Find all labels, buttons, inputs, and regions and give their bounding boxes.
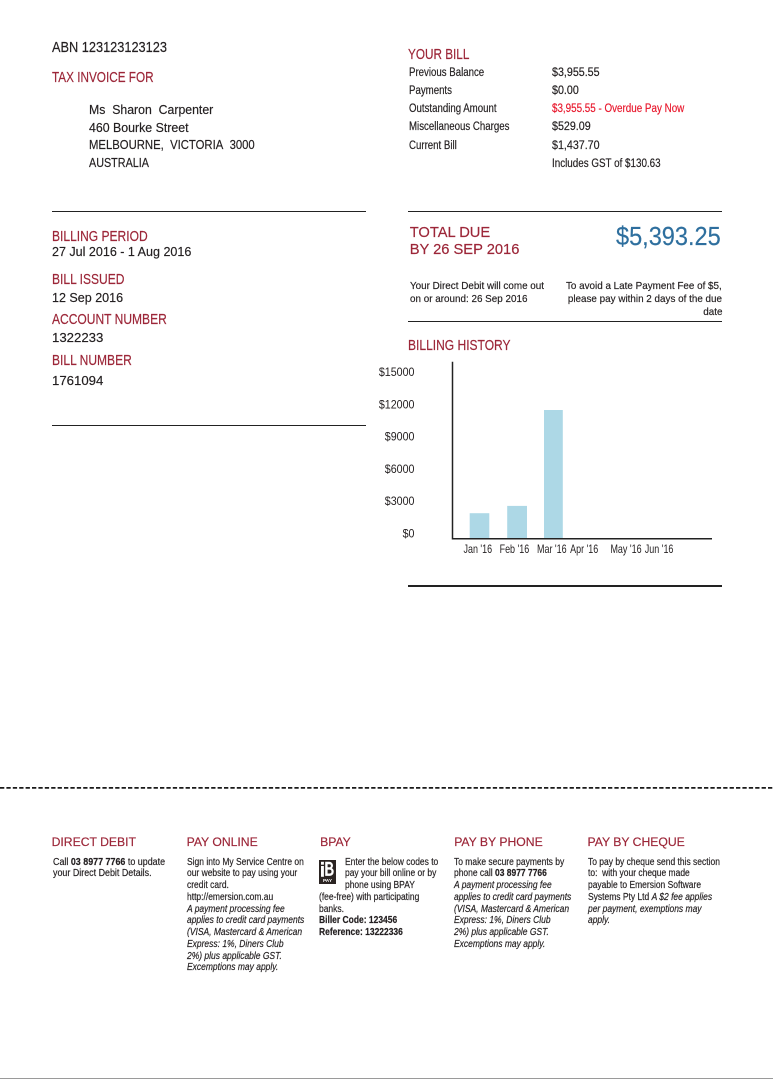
svg-text:Jun '16: Jun '16 (645, 544, 674, 556)
svg-text:$9000: $9000 (385, 431, 415, 443)
svg-text:Mar '16: Mar '16 (537, 544, 567, 556)
svg-text:May '16: May '16 (610, 544, 641, 556)
svg-text:Apr '16: Apr '16 (570, 544, 598, 556)
svg-text:$6000: $6000 (385, 464, 415, 476)
svg-text:Jan '16: Jan '16 (463, 544, 492, 556)
svg-text:$12000: $12000 (379, 399, 415, 411)
svg-text:$0: $0 (403, 528, 415, 540)
svg-text:$15000: $15000 (379, 367, 415, 379)
svg-text:Feb '16: Feb '16 (500, 544, 530, 556)
svg-text:$3000: $3000 (385, 496, 415, 508)
svg-text:PAY: PAY (323, 878, 333, 884)
